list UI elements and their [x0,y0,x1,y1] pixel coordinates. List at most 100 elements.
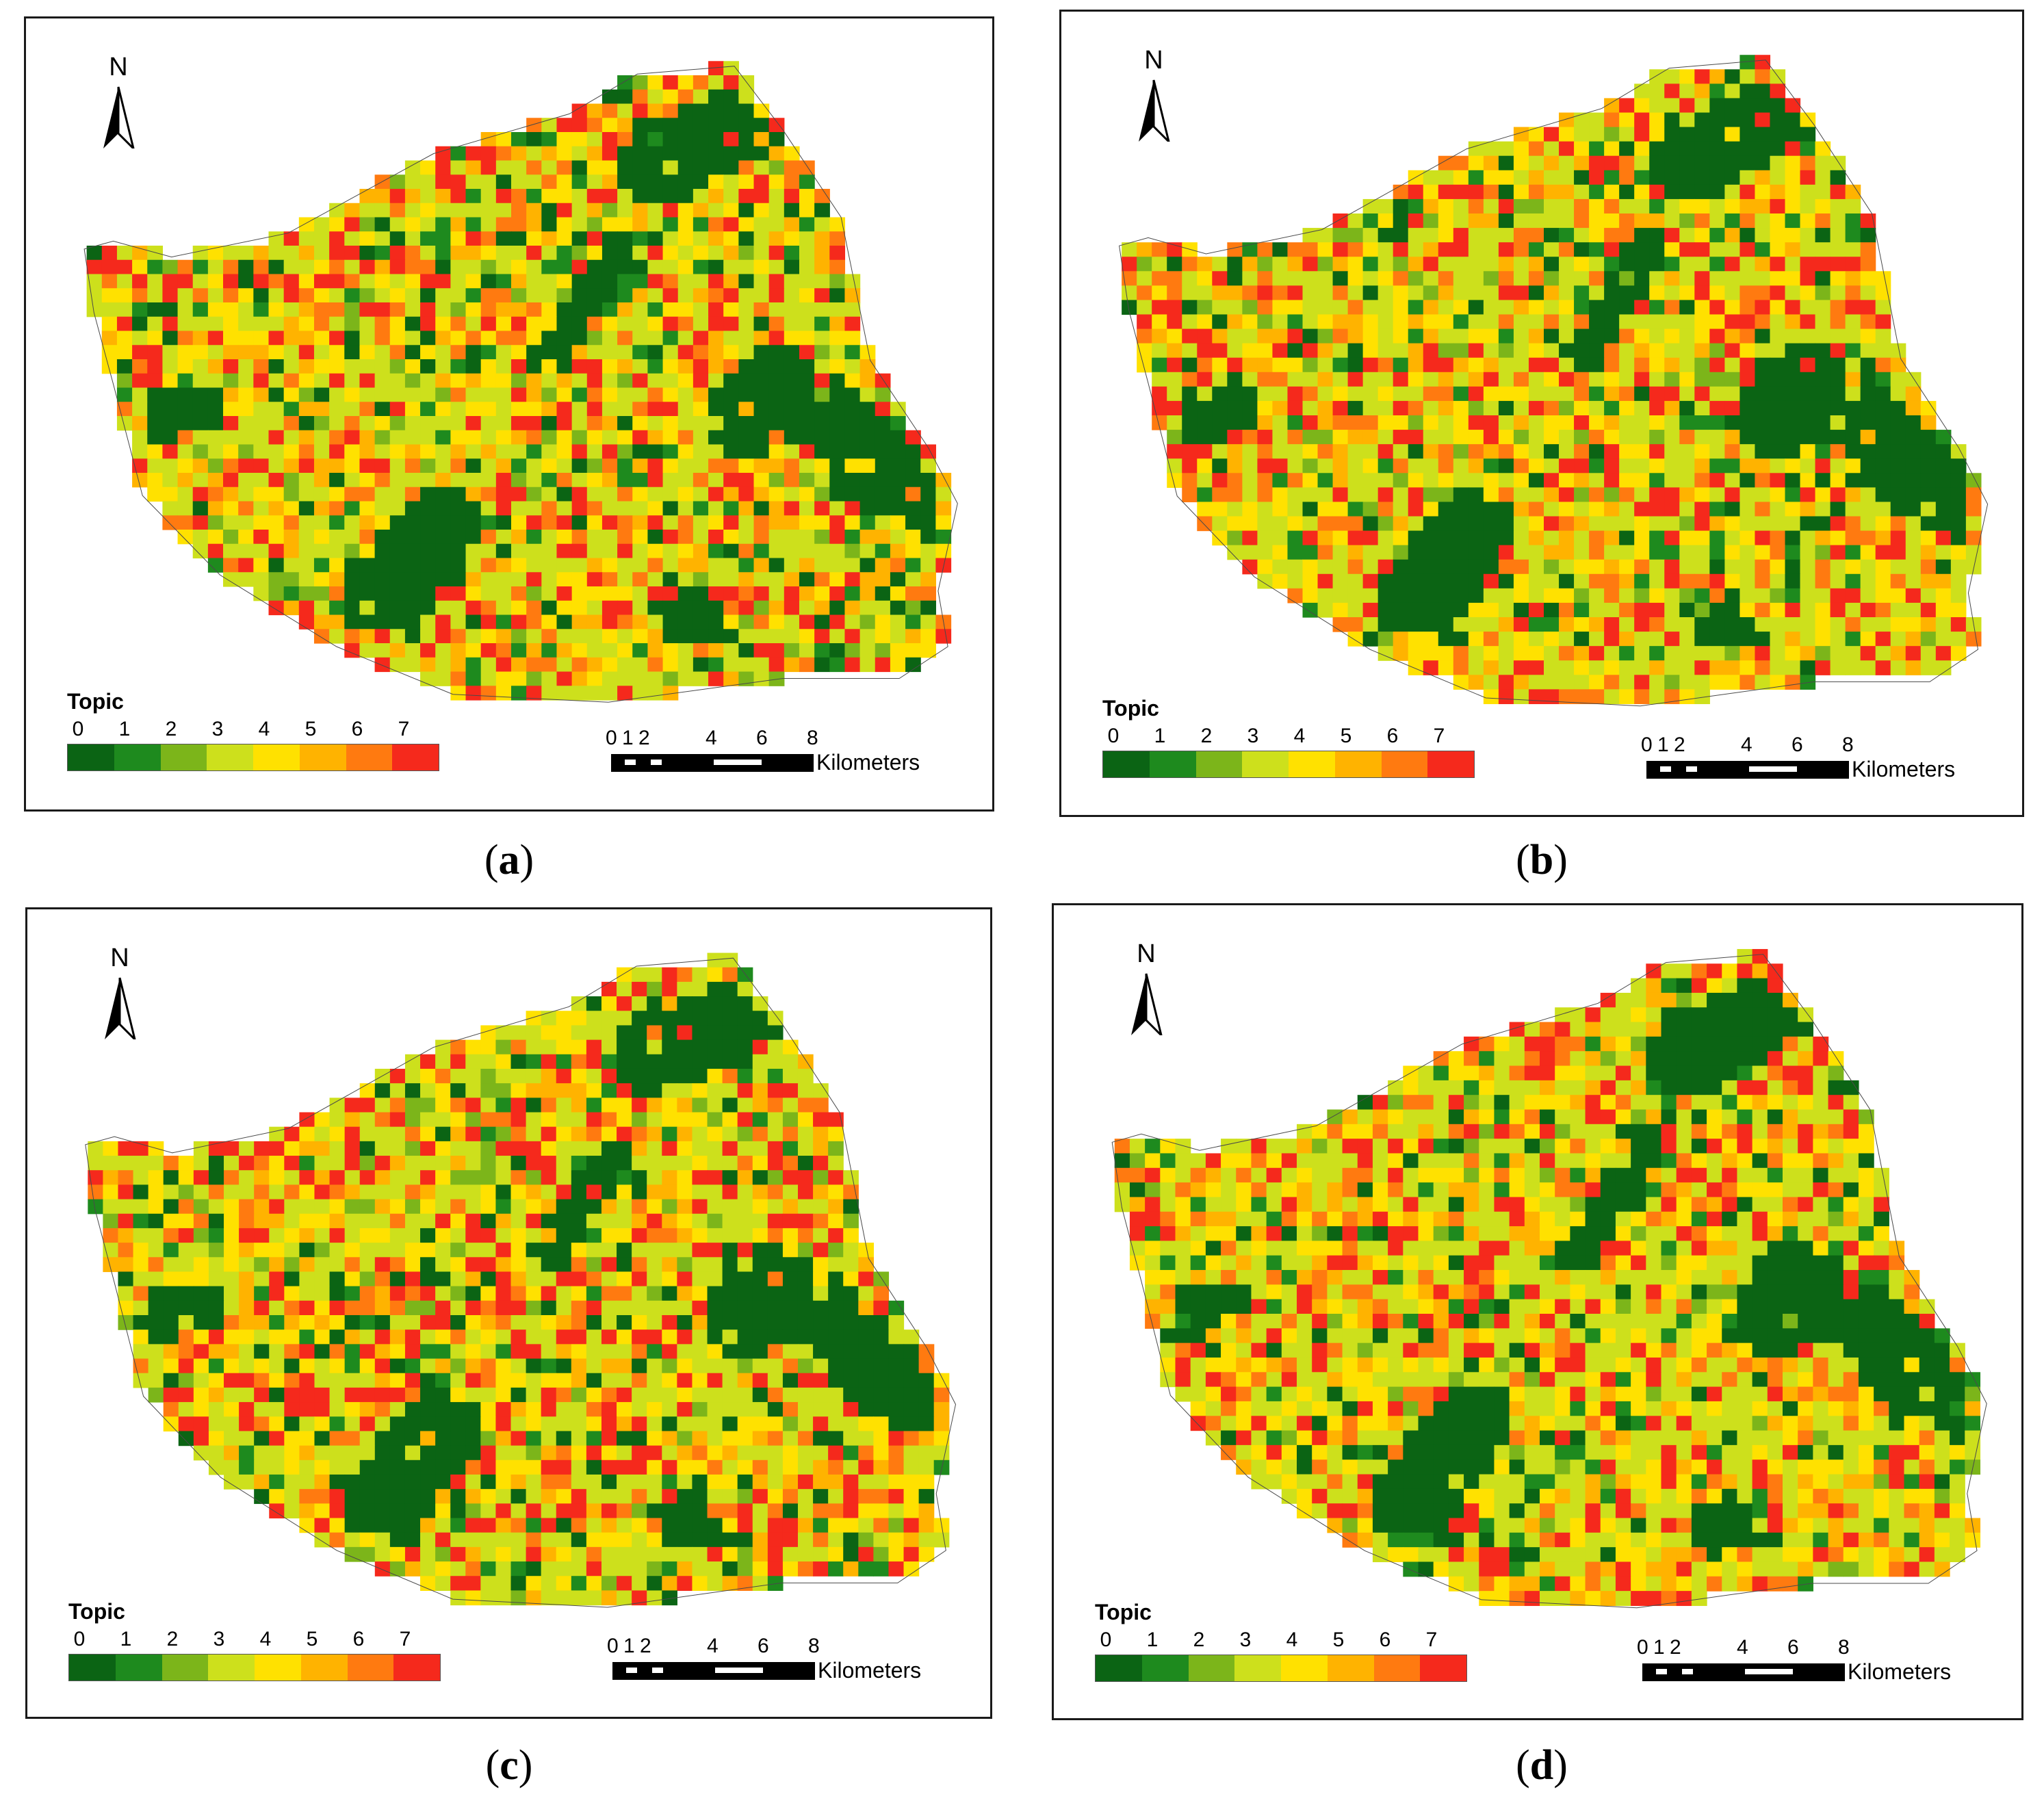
legend-class-label: 4 [1293,725,1306,747]
map-panel-d: N Topic 0 1 2 3 4 5 6 7 0 1 2 4 [1052,903,2023,1720]
legend-class-label: 3 [211,718,224,740]
topic-legend: Topic 0 1 2 3 4 5 6 7 [1102,696,1486,778]
legend-swatch-4 [1281,1655,1328,1681]
legend-swatch-3 [208,1655,255,1681]
scale-tick-label: 6 [1791,734,1803,756]
legend-class-label: 6 [1379,1629,1391,1651]
study-area-boundary [1111,954,1987,1609]
legend-class-label: 7 [399,1628,411,1650]
legend-class-label: 6 [1386,725,1399,747]
legend-color-ramp [67,744,439,771]
map-panel-a: N Topic 0 1 2 3 4 5 6 7 0 1 2 4 [24,16,994,812]
legend-swatch-3 [207,744,253,770]
study-area-boundary [1119,60,1989,707]
legend-class-label: 0 [72,718,84,740]
legend-class-label: 7 [1433,725,1445,747]
scale-tick-label: 1 [1653,1636,1665,1659]
legend-color-ramp [1102,751,1475,778]
north-arrow-icon [103,86,135,148]
legend-swatch-5 [299,744,346,770]
caption-a: (a) [484,837,534,883]
scale-tick-label: 6 [758,1635,769,1657]
caption-d: (d) [1516,1742,1568,1789]
legend-class-label: 6 [352,1628,365,1650]
raster-cells [1114,948,1981,1607]
legend-swatch-3 [1242,751,1289,777]
north-letter: N [1137,939,1156,968]
scale-unit-label: Kilometers [818,1658,922,1683]
scale-tick-label: 1 [623,1635,635,1657]
legend-swatch-7 [392,744,439,770]
north-arrow-icon [105,977,136,1039]
legend-class-label: 0 [1107,725,1120,747]
legend-class-label: 5 [1332,1629,1345,1651]
raster-cells [86,61,952,701]
legend-class-label: 1 [1154,725,1166,747]
caption-b: (b) [1516,837,1568,883]
north-arrow: N [1126,46,1181,142]
scale-tick-label: 0 [606,727,617,749]
topic-raster-map-a [83,61,958,703]
legend-swatch-7 [1420,1655,1466,1681]
legend-class-label: 4 [1286,1629,1298,1651]
legend-swatch-0 [1103,751,1150,777]
topic-raster-map-d [1111,948,1987,1609]
legend-swatch-6 [1373,1655,1421,1681]
north-arrow: N [91,53,146,148]
legend-class-label: 3 [1247,725,1259,747]
scale-bar: 0 1 2 4 6 8 Kilometers [1641,734,1989,788]
scale-bar: 0 1 2 4 6 8 Kilometers [607,1635,955,1689]
scale-bar-graphic [1646,761,1849,779]
legend-swatch-7 [393,1655,440,1681]
legend-swatch-0 [69,1655,116,1681]
topic-legend: Topic 0 1 2 3 4 5 6 7 [1095,1600,1478,1682]
north-arrow-icon [1131,973,1163,1035]
legend-title: Topic [1102,696,1159,721]
legend-class-label: 7 [1425,1629,1438,1651]
legend-title: Topic [67,689,124,714]
scale-bar-graphic [1642,1663,1845,1681]
legend-swatch-6 [347,1655,394,1681]
legend-swatch-0 [68,744,114,770]
scale-tick-label: 6 [1787,1636,1799,1659]
legend-class-label: 2 [165,718,177,740]
topic-raster-map-b [1119,55,1989,707]
legend-swatch-2 [161,1655,209,1681]
scale-tick-label: 2 [1670,1636,1681,1659]
legend-swatch-5 [1334,751,1382,777]
legend-class-label: 4 [258,718,270,740]
scale-unit-label: Kilometers [1848,1659,1952,1684]
legend-swatch-3 [1234,1655,1281,1681]
legend-class-label: 5 [1340,725,1352,747]
legend-class-label: 1 [1146,1629,1159,1651]
scale-bar-graphic [612,1662,815,1680]
legend-class-label: 3 [213,1628,225,1650]
north-arrow: N [92,944,147,1039]
caption-c: (c) [485,1742,533,1789]
scale-tick-label: 6 [756,727,768,749]
north-letter: N [109,53,128,81]
legend-swatch-4 [255,1655,301,1681]
north-letter: N [1144,46,1163,75]
legend-class-label: 7 [398,718,410,740]
legend-class-label: 1 [120,1628,132,1650]
scale-tick-label: 2 [1674,734,1685,756]
legend-class-label: 3 [1239,1629,1252,1651]
topic-raster-map-c [85,952,957,1608]
north-arrow: N [1119,939,1174,1035]
legend-class-label: 2 [1193,1629,1205,1651]
legend-class-label: 2 [166,1628,179,1650]
scale-tick-label: 0 [607,1635,619,1657]
scale-tick-label: 2 [640,1635,651,1657]
legend-swatch-2 [160,744,207,770]
legend-swatch-5 [300,1655,348,1681]
raster-cells [88,952,950,1606]
scale-bar-graphic [611,754,814,772]
legend-class-label: 0 [73,1628,86,1650]
legend-title: Topic [1095,1600,1152,1624]
map-panel-c: N Topic 0 1 2 3 4 5 6 7 0 1 2 4 [25,907,992,1719]
scale-tick-label: 4 [1741,734,1752,756]
legend-swatch-2 [1195,751,1243,777]
topic-legend: Topic 0 1 2 3 4 5 6 7 [67,689,450,771]
